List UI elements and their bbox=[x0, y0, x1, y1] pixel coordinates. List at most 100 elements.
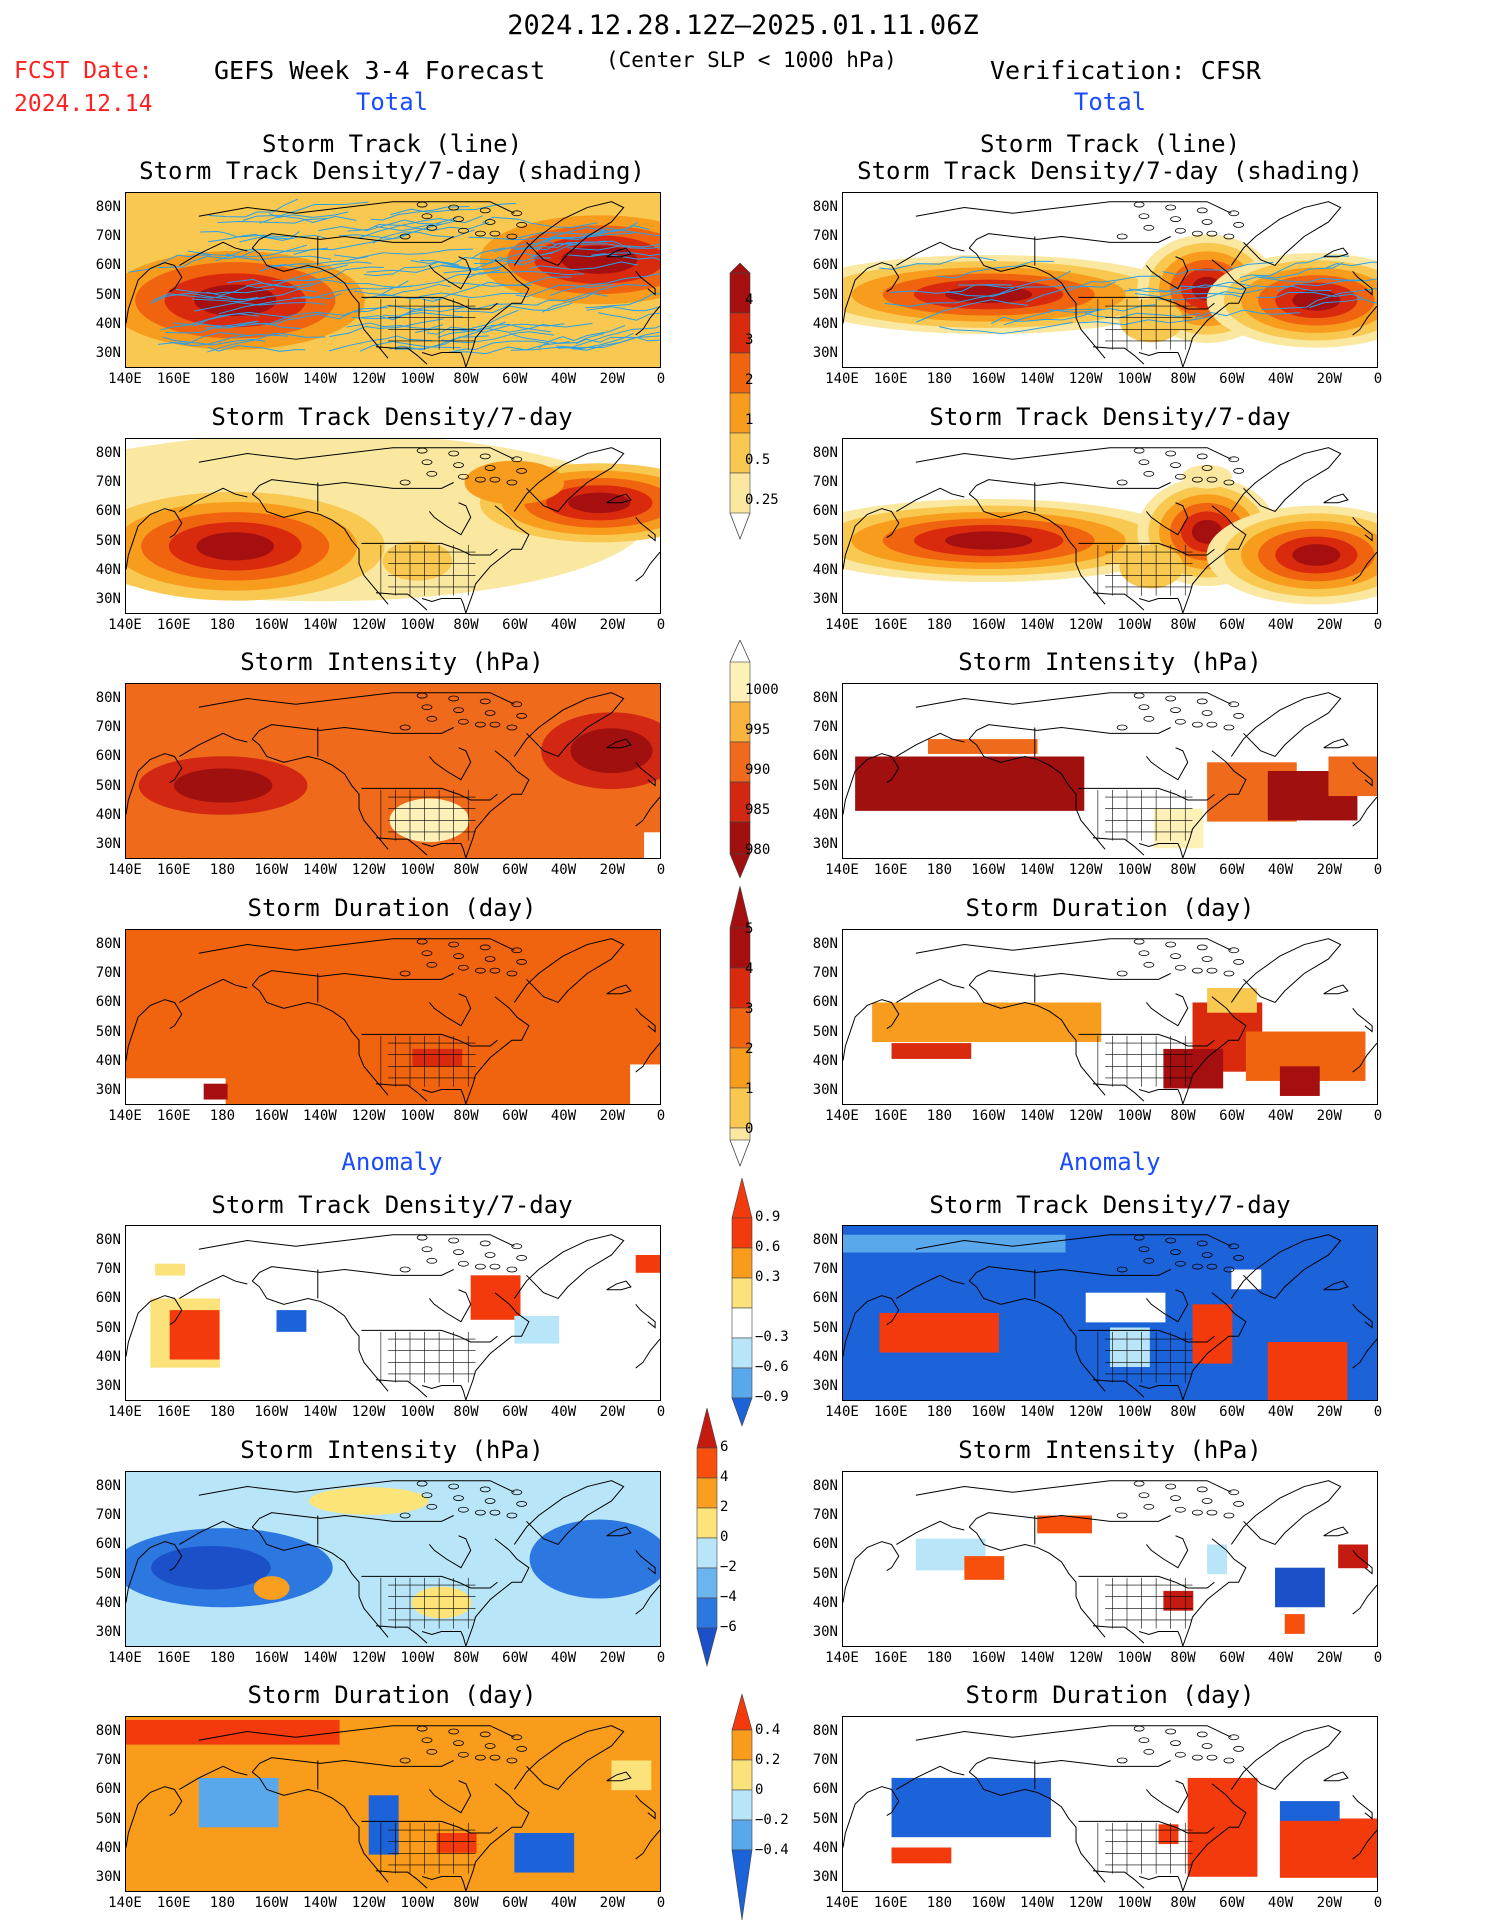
coastline bbox=[421, 351, 461, 356]
lat-tick-label: 80N bbox=[812, 444, 838, 461]
coastline bbox=[1323, 738, 1349, 749]
section-anomaly-verification: Anomaly bbox=[1059, 1148, 1161, 1176]
storm-track bbox=[192, 288, 317, 303]
lon-tick-label: 0 bbox=[656, 1650, 666, 1666]
lon-tick-label: 60W bbox=[502, 1404, 528, 1420]
arctic-island bbox=[479, 207, 491, 214]
coastline bbox=[896, 1765, 965, 1790]
arctic-island bbox=[1116, 724, 1128, 731]
arctic-island bbox=[448, 450, 460, 457]
density-canada bbox=[1182, 464, 1232, 489]
lon-tick-label: 160E bbox=[156, 617, 191, 633]
storm-track bbox=[162, 336, 266, 346]
arctic-island bbox=[511, 701, 523, 708]
arctic-island bbox=[1201, 710, 1213, 716]
coastline bbox=[126, 753, 183, 815]
coastline bbox=[1145, 747, 1189, 781]
arctic-island bbox=[458, 1260, 469, 1267]
lon-tick-label: 100W bbox=[1117, 371, 1152, 387]
lat-tick-label: 70N bbox=[95, 1261, 121, 1277]
lon-tick-label: 140W bbox=[1020, 371, 1054, 387]
lon-tick-label: 20W bbox=[1316, 1108, 1342, 1124]
map-svg bbox=[843, 447, 1377, 613]
coastline bbox=[1092, 1625, 1145, 1644]
arctic-island bbox=[1233, 1255, 1245, 1261]
lon-tick-label: 40W bbox=[1267, 1108, 1294, 1124]
lat-tick-label: 80N bbox=[812, 198, 838, 215]
storm-track bbox=[242, 215, 357, 223]
anom-density-cell-pacific-max bbox=[169, 1310, 220, 1360]
map-svg bbox=[843, 1725, 1377, 1891]
storm-track bbox=[266, 261, 372, 269]
coastline bbox=[198, 1725, 515, 1741]
coastline bbox=[375, 1625, 428, 1644]
storm-track bbox=[207, 345, 306, 352]
coastline bbox=[513, 1725, 625, 1791]
lon-tick-label: 0 bbox=[1373, 862, 1383, 878]
coastline bbox=[428, 993, 472, 1027]
storm-track bbox=[440, 259, 537, 270]
storm-track bbox=[487, 322, 593, 333]
lon-tick-label: 80W bbox=[1170, 1404, 1196, 1420]
storm-track bbox=[359, 340, 461, 352]
coastline bbox=[1177, 259, 1247, 367]
lon-tick-label: 160W bbox=[254, 1108, 289, 1124]
arctic-island bbox=[1192, 476, 1203, 483]
lon-tick-label: 120W bbox=[351, 1650, 386, 1666]
storm-track bbox=[165, 320, 259, 334]
arctic-island bbox=[1170, 1495, 1181, 1501]
map-vf-anom-intensity bbox=[842, 1471, 1378, 1647]
storm-track bbox=[557, 325, 660, 349]
lon-tick-label: 80W bbox=[453, 617, 479, 633]
arctic-island bbox=[1170, 1740, 1181, 1746]
arctic-island bbox=[475, 721, 486, 728]
density-max-pacific bbox=[194, 284, 277, 317]
coastline bbox=[635, 551, 660, 582]
arctic-island bbox=[1201, 1252, 1213, 1258]
map-fc-anom-intensity bbox=[125, 1471, 661, 1647]
coastline bbox=[915, 1234, 1232, 1250]
lat-tick-label: 50N bbox=[95, 1565, 121, 1582]
lat-tick-label: 70N bbox=[812, 1261, 838, 1277]
title-fc-intensity: Storm Intensity (hPa) bbox=[240, 648, 544, 676]
storm-track bbox=[566, 252, 660, 258]
anom-intensity-cell-arctic bbox=[1037, 1515, 1092, 1534]
lon-tick-label: 160E bbox=[156, 1650, 191, 1666]
coastline bbox=[126, 1541, 183, 1603]
storm-track bbox=[217, 218, 328, 224]
lon-tick-label: 160E bbox=[873, 1650, 908, 1666]
coastline bbox=[513, 447, 625, 513]
forecast-date-value: 2024.12.14 bbox=[14, 91, 153, 117]
coastline bbox=[179, 1520, 248, 1545]
lon-tick-label: 60W bbox=[1219, 1650, 1245, 1666]
anom-intensity-cell-us bbox=[1163, 1590, 1194, 1611]
title-vf-anom-density: Storm Track Density/7-day bbox=[929, 1191, 1291, 1219]
lon-tick-label: 80W bbox=[453, 1895, 479, 1911]
cb-anom-density-label-3: −0.3 bbox=[755, 1329, 789, 1345]
lat-tick-label: 40N bbox=[95, 316, 121, 332]
arctic-island bbox=[1228, 1243, 1240, 1250]
lon-tick-label: 120W bbox=[351, 1404, 386, 1420]
arctic-island bbox=[489, 967, 501, 974]
arctic-island bbox=[511, 1489, 523, 1496]
arctic-island bbox=[448, 941, 460, 948]
title-fc-anom-density: Storm Track Density/7-day bbox=[211, 1191, 573, 1219]
duration-cell-east-us bbox=[1163, 1048, 1224, 1089]
anom-duration-cell-west bbox=[368, 1795, 399, 1855]
map-vf-anom-density bbox=[842, 1225, 1378, 1401]
lat-tick-label: 50N bbox=[812, 286, 838, 303]
lat-tick-label: 70N bbox=[95, 228, 121, 244]
coastline bbox=[1230, 692, 1342, 758]
arctic-island bbox=[1116, 233, 1128, 240]
coastline bbox=[513, 692, 625, 758]
storm-track bbox=[1325, 261, 1377, 269]
storm-track bbox=[518, 222, 639, 239]
arctic-island bbox=[453, 462, 464, 468]
arctic-island bbox=[416, 1234, 428, 1241]
arctic-island bbox=[1138, 1492, 1150, 1499]
coastline bbox=[251, 738, 389, 850]
lon-tick-label: 160E bbox=[873, 371, 908, 387]
arctic-island bbox=[516, 1255, 528, 1261]
arctic-island bbox=[1170, 216, 1181, 222]
lon-tick-label: 100W bbox=[1117, 617, 1152, 633]
